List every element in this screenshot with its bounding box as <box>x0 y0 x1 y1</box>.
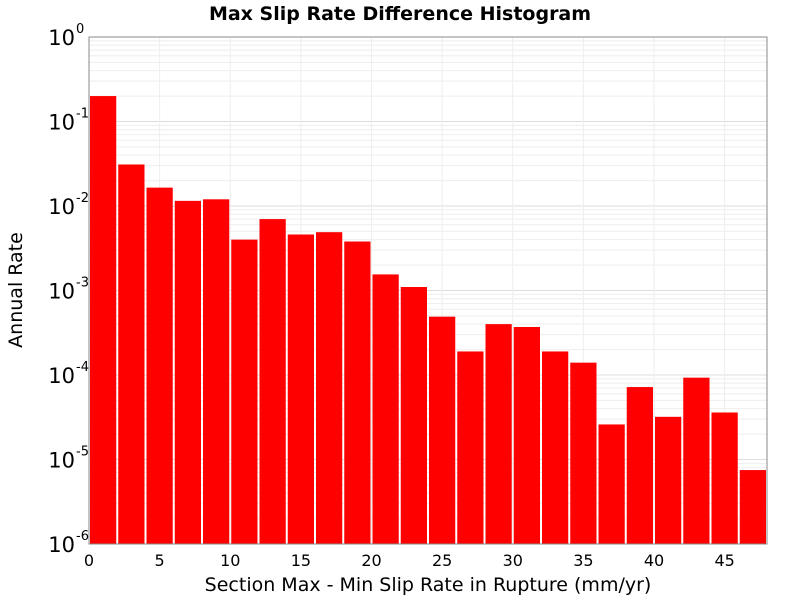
histogram-bar <box>457 351 484 544</box>
x-tick-label: 0 <box>84 551 94 570</box>
histogram-bar <box>626 387 653 544</box>
gridlines <box>88 37 767 545</box>
y-tick-base: 10 <box>48 533 75 557</box>
y-tick-base: 10 <box>48 280 75 304</box>
histogram-bar <box>400 287 427 544</box>
chart-title: Max Slip Rate Difference Histogram <box>209 3 591 25</box>
histogram-bar <box>570 362 597 544</box>
y-tick-exponent: 0 <box>76 22 84 37</box>
histogram-bar <box>203 199 230 544</box>
y-tick-base: 10 <box>48 111 75 135</box>
histogram-bar <box>316 232 343 544</box>
x-tick-label: 15 <box>291 551 311 570</box>
histogram-bar <box>429 316 456 544</box>
x-tick-label: 10 <box>220 551 240 570</box>
y-tick-base: 10 <box>48 195 75 219</box>
y-tick-exponent: -1 <box>76 107 89 122</box>
x-axis-label: Section Max - Min Slip Rate in Rupture (… <box>205 574 652 596</box>
histogram-bar <box>598 424 625 544</box>
y-tick-base: 10 <box>48 26 75 50</box>
y-axis-label: Annual Rate <box>5 232 27 348</box>
y-tick-label: 10 -6 <box>48 529 89 557</box>
y-tick-base: 10 <box>48 364 75 388</box>
y-tick-exponent: -6 <box>76 529 89 544</box>
x-tick-label: 30 <box>503 551 523 570</box>
x-tick-label: 35 <box>573 551 593 570</box>
histogram-bar <box>118 164 145 545</box>
x-tick-label: 25 <box>432 551 452 570</box>
y-tick-label: 10 -2 <box>48 191 89 219</box>
histogram-bar <box>344 241 371 544</box>
histogram-bar <box>259 219 286 544</box>
histogram-bar <box>655 416 682 544</box>
x-tick-label: 40 <box>644 551 664 570</box>
y-tick-exponent: -5 <box>76 445 89 460</box>
y-tick-label: 10 -4 <box>48 360 89 388</box>
histogram-bar <box>372 274 399 544</box>
y-tick-base: 10 <box>48 449 75 473</box>
histogram-bar <box>231 239 258 545</box>
histogram-bar <box>287 234 314 545</box>
histogram-bar <box>513 326 540 544</box>
x-tick-label: 20 <box>361 551 381 570</box>
histogram-bar <box>90 96 117 545</box>
y-tick-label: 10 -5 <box>48 445 89 473</box>
x-tick-label: 45 <box>714 551 734 570</box>
histogram-bar <box>146 187 173 544</box>
histogram-bar <box>711 412 738 544</box>
bars-group <box>90 96 766 545</box>
histogram-bar <box>542 351 569 544</box>
y-tick-label: 10 -3 <box>48 276 89 304</box>
plot-border <box>88 36 768 545</box>
x-tick-label: 5 <box>155 551 165 570</box>
y-tick-label: 10 -1 <box>48 107 89 135</box>
y-tick-label: 10 0 <box>48 22 84 50</box>
y-tick-exponent: -2 <box>76 191 89 206</box>
histogram-bar <box>683 377 710 544</box>
y-tick-exponent: -4 <box>76 360 89 375</box>
histogram-bar <box>739 470 766 544</box>
y-tick-exponent: -3 <box>76 276 89 291</box>
x-tick-labels: 0 5 10 15 20 25 30 35 40 45 <box>84 551 735 570</box>
histogram-bar <box>174 200 201 544</box>
histogram-bar <box>485 324 512 544</box>
